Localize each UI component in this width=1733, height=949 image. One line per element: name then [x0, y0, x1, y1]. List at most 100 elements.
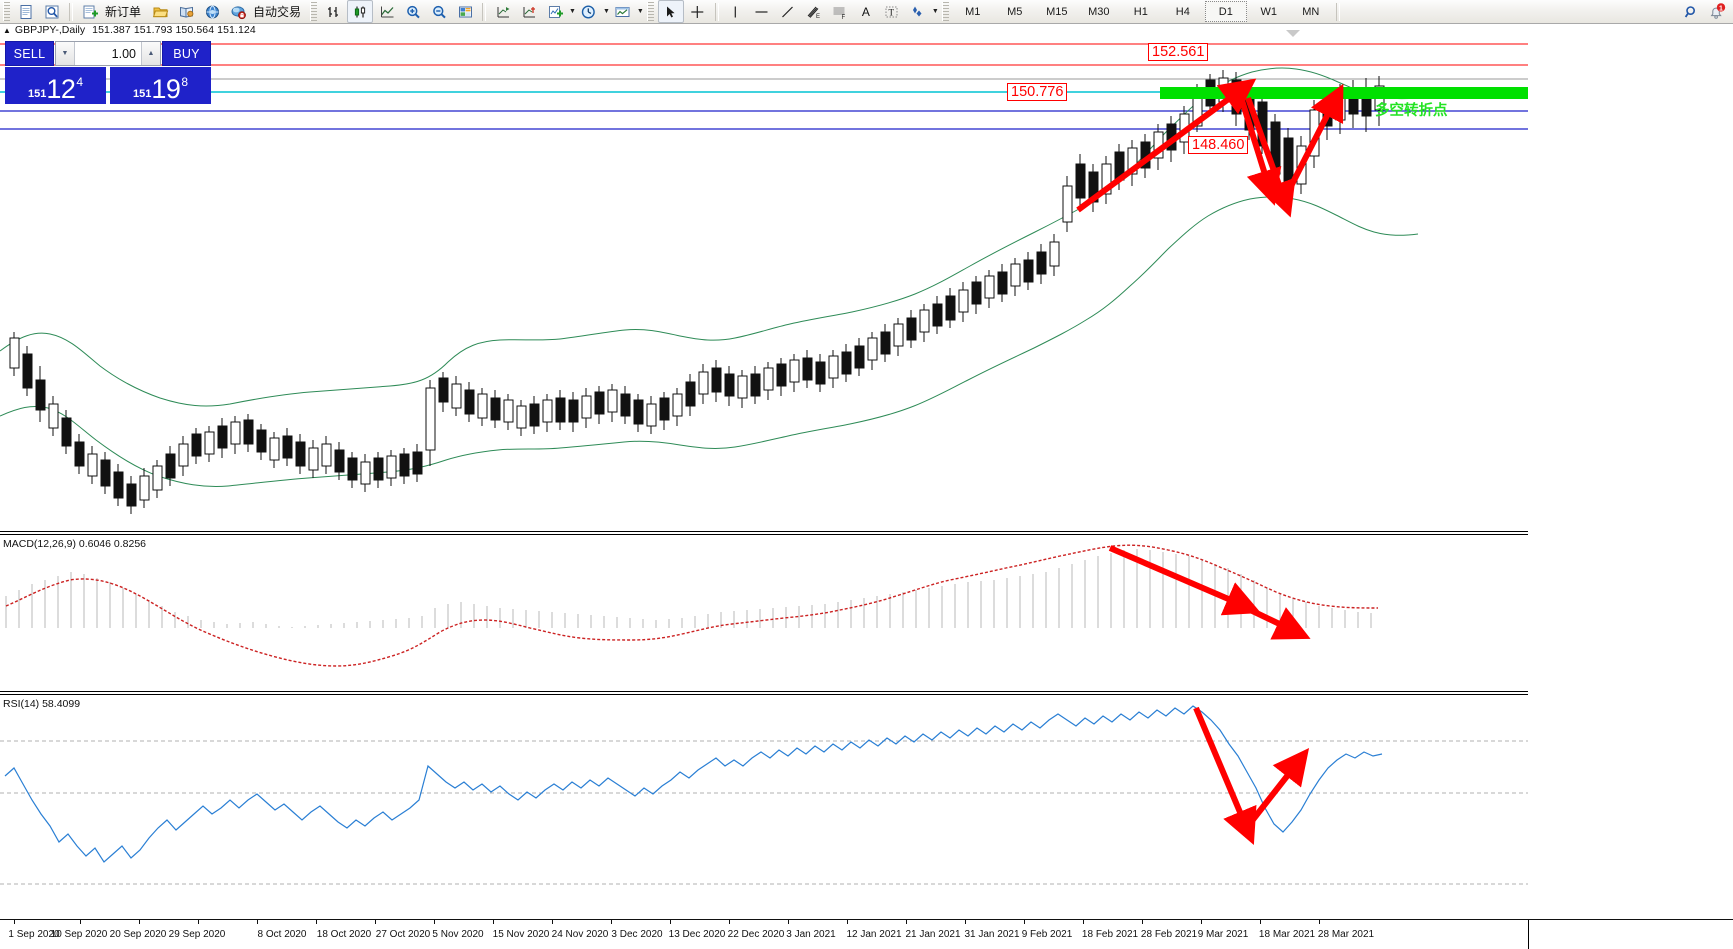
shapes-icon[interactable]	[906, 1, 930, 22]
sell-price-fraction: 4	[76, 75, 84, 89]
price-pane[interactable]: 152.561 150.776 148.460 多空转折点	[0, 36, 1528, 531]
cursor-icon[interactable]	[657, 0, 684, 23]
timeframe-mn[interactable]: MN	[1302, 5, 1320, 18]
folder-icon[interactable]	[148, 1, 172, 22]
text-label-icon[interactable]: T	[880, 1, 904, 22]
mql5-book-icon[interactable]	[174, 1, 198, 22]
timeframe-w1[interactable]: W1	[1260, 5, 1278, 18]
volume-stepper[interactable]: ▼ 1.00 ▲	[55, 41, 161, 66]
date-label-15: 21 Jan 2021	[905, 929, 961, 940]
macd-histogram	[5, 549, 1372, 628]
toolbar-grip-4[interactable]	[941, 2, 949, 21]
text-icon[interactable]: A	[854, 1, 878, 22]
price-macd-separator-2	[0, 534, 1528, 535]
horizontal-line-icon[interactable]	[750, 1, 774, 22]
new-order-icon[interactable]	[78, 1, 102, 22]
svg-text:E: E	[816, 14, 820, 20]
timeframe-m5[interactable]: M5	[1007, 5, 1023, 18]
toolbar-grip-3[interactable]	[646, 2, 654, 21]
rsi-pane[interactable]: RSI(14) 58.4099	[0, 696, 1528, 919]
turning-point-note: 多空转折点	[1375, 103, 1448, 119]
vertical-line-icon[interactable]	[724, 1, 748, 22]
date-tick	[316, 919, 317, 924]
sell-price-integer: 151	[27, 88, 47, 100]
macd-pane[interactable]: MACD(12,26,9) 0.6046 0.8256	[0, 536, 1528, 691]
search-icon[interactable]	[1679, 1, 1703, 22]
toolbar-grip-2[interactable]	[310, 2, 318, 21]
rsi-indicator-label: RSI(14) 58.4099	[3, 698, 81, 710]
collapse-triangle-icon[interactable]: ▲	[3, 25, 11, 35]
candlestick-chart-icon[interactable]	[347, 0, 374, 23]
autotrading-icon[interactable]	[226, 1, 250, 22]
new-order-label: 新订单	[105, 5, 142, 19]
rsi-up-arrow	[1245, 748, 1310, 828]
timeframe-d1[interactable]: D1	[1204, 1, 1247, 22]
periods-clock-icon[interactable]	[577, 1, 601, 22]
buy-button[interactable]: BUY	[162, 41, 211, 66]
chart-grid-icon[interactable]	[453, 1, 477, 22]
date-label-22: 28 Mar 2021	[1317, 929, 1375, 940]
date-tick	[965, 919, 966, 924]
notifications-icon[interactable]: 1	[1705, 1, 1729, 22]
volume-decrease-button[interactable]: ▼	[56, 42, 75, 65]
chevron-down-icon: ▼	[61, 50, 69, 57]
timeframe-m1[interactable]: M1	[965, 5, 981, 18]
periods-dropdown-caret[interactable]: ▼	[602, 8, 610, 15]
date-label-21: 18 Mar 2021	[1258, 929, 1316, 940]
volume-value[interactable]: 1.00	[75, 42, 141, 65]
octp-top-row: SELL ▼ 1.00 ▲ BUY	[5, 41, 211, 66]
timeframe-m30[interactable]: M30	[1088, 5, 1110, 18]
chevron-up-icon: ▲	[147, 50, 155, 57]
indicators-dropdown-caret[interactable]: ▼	[569, 8, 576, 15]
templates-icon[interactable]	[611, 1, 635, 22]
buy-price-box[interactable]: 151 19 8	[110, 67, 211, 104]
zoom-out-icon[interactable]	[427, 1, 451, 22]
date-tick	[375, 919, 376, 924]
line-chart-icon[interactable]	[375, 1, 399, 22]
date-tick	[434, 919, 435, 924]
fibonacci-icon[interactable]: F	[828, 1, 852, 22]
toolbar-grip[interactable]	[3, 2, 10, 21]
crosshair-icon[interactable]	[686, 1, 710, 22]
autotrading-button[interactable]: 自动交易	[251, 1, 303, 22]
svg-text:T: T	[889, 7, 895, 17]
equidistant-channel-icon[interactable]: E	[802, 1, 826, 22]
one-click-trading-panel[interactable]: SELL ▼ 1.00 ▲ BUY 151 12 4 151 19 8	[5, 41, 211, 104]
indicators-icon[interactable]	[543, 1, 567, 22]
templates-dropdown-caret[interactable]: ▼	[636, 8, 644, 15]
date-tick	[1201, 919, 1202, 924]
symbol-ohlc: 151.387 151.793 150.564 151.124	[92, 24, 256, 36]
date-tick	[198, 919, 199, 924]
macd-indicator-label: MACD(12,26,9) 0.6046 0.8256	[3, 538, 147, 550]
signals-globe-icon[interactable]	[200, 1, 224, 22]
date-label-17: 9 Feb 2021	[1021, 929, 1073, 940]
symbol-name: GBPJPY-,Daily	[14, 24, 86, 36]
date-label-4: 8 Oct 2020	[257, 929, 307, 940]
new-order-button[interactable]: 新订单	[103, 1, 143, 22]
pullback-arrow	[1237, 93, 1282, 206]
timeframe-m15[interactable]: M15	[1046, 5, 1068, 18]
new-chart-icon[interactable]	[14, 1, 38, 22]
date-label-9: 24 Nov 2020	[551, 929, 609, 940]
rebound-arrow	[1283, 83, 1344, 198]
chart-top-marker-icon	[1286, 30, 1300, 37]
symbol-header: ▲ GBPJPY-,Daily 151.387 151.793 150.564 …	[0, 24, 1733, 36]
shapes-dropdown-caret[interactable]: ▼	[931, 8, 939, 15]
date-label-20: 9 Mar 2021	[1197, 929, 1249, 940]
zoom-in-icon[interactable]	[401, 1, 425, 22]
date-label-6: 27 Oct 2020	[375, 929, 431, 940]
timeframe-h4[interactable]: H4	[1175, 5, 1190, 18]
bar-chart-icon[interactable]	[321, 1, 345, 22]
volume-increase-button[interactable]: ▲	[141, 42, 160, 65]
auto-scroll-icon[interactable]	[517, 1, 541, 22]
timeframe-h1[interactable]: H1	[1133, 5, 1148, 18]
date-tick	[847, 919, 848, 924]
price-axis[interactable]: 152.751 151.991 151.485 151.124 150.776 …	[1528, 36, 1733, 919]
trendline-icon[interactable]	[776, 1, 800, 22]
chart-area[interactable]: 152.561 150.776 148.460 多空转折点	[0, 30, 1733, 949]
sell-button[interactable]: SELL	[5, 41, 54, 66]
symbol-inspect-icon[interactable]	[40, 1, 64, 22]
sell-price-box[interactable]: 151 12 4	[5, 67, 106, 104]
price-macd-separator	[0, 531, 1528, 532]
chart-shift-icon[interactable]	[491, 1, 515, 22]
